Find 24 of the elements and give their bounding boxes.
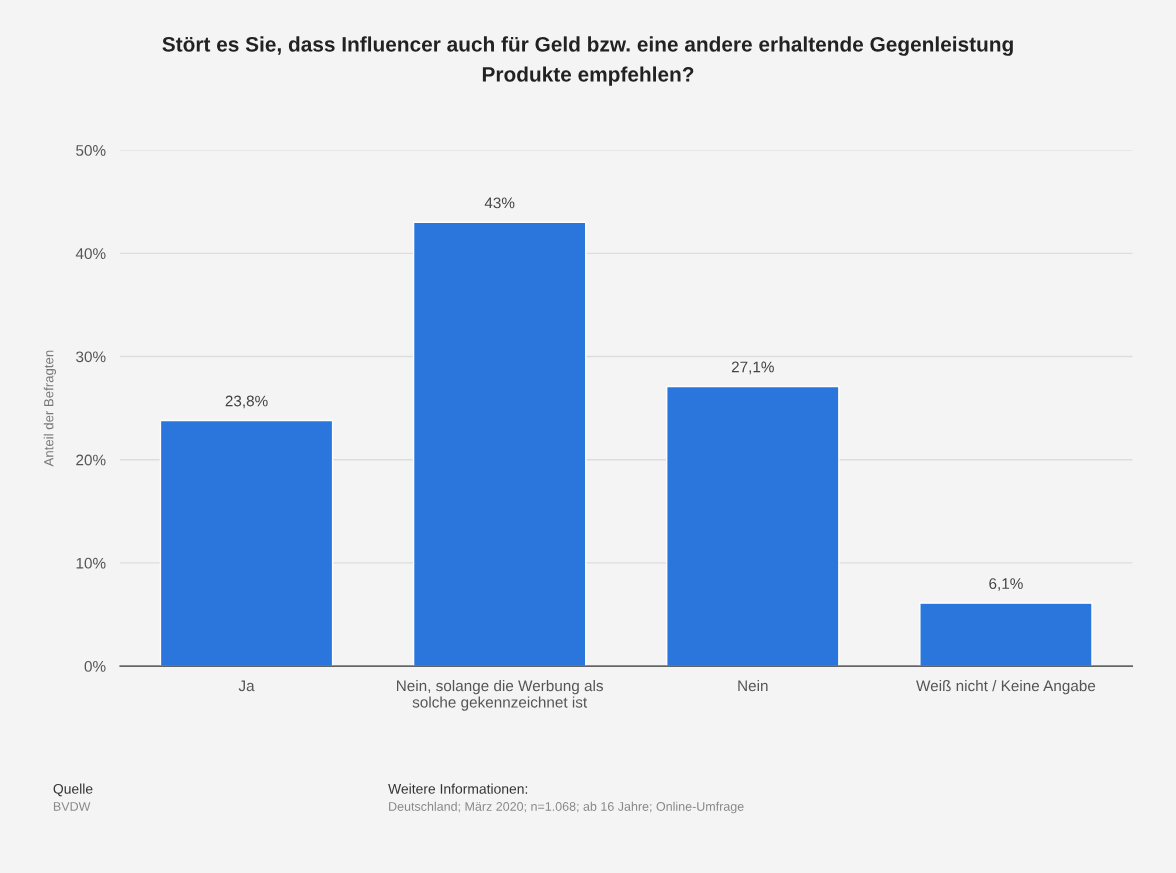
x-tick-label: Nein: [738, 679, 768, 692]
x-tick-label: Weiß nicht / Keine Angabe: [916, 679, 1096, 695]
y-tick-label: 30%: [76, 351, 106, 363]
data-label: 27,1%: [731, 361, 774, 375]
y-tick-label: 0%: [84, 660, 106, 672]
text: Quelle: [53, 783, 93, 797]
bar: [919, 602, 1093, 667]
bar: [159, 419, 334, 667]
y-tick-label: 20%: [76, 454, 106, 466]
text: Weitere Informationen:: [388, 783, 528, 794]
chart-title: Stört es Sie, dass Influencer auch für Geld bzw. eine andere erhaltende Gegenleistung Produkte empfehlen?: [162, 36, 1013, 86]
data-label: 6,1%: [989, 578, 1023, 591]
y-tick-label: 50%: [76, 145, 106, 156]
x-tick-label: Nein, solange die Werbung als solche gekennzeichnet ist: [397, 679, 604, 711]
bar: [666, 385, 840, 667]
bar: [412, 221, 587, 667]
text: Deutschland; März 2020; n=1.068; ab 16 Jahre; Online-Umfrage: [389, 801, 744, 814]
y-axis-title: Anteil der Befragten: [43, 350, 57, 467]
x-tick-label: Ja: [238, 680, 255, 692]
data-label: 43%: [484, 197, 515, 209]
data-label: 23,8%: [225, 395, 268, 409]
text: BVDW: [53, 802, 91, 811]
y-tick-label: 10%: [76, 557, 106, 569]
y-tick-label: 40%: [75, 248, 106, 260]
